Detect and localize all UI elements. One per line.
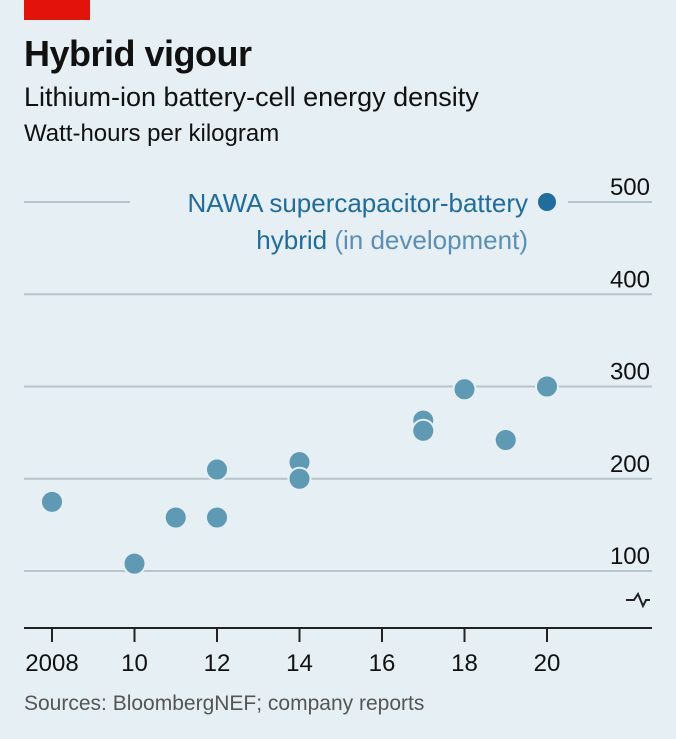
- chart-subtitle: Lithium-ion battery-cell energy density: [24, 82, 479, 112]
- y-tick-label-100: 100: [610, 543, 650, 570]
- scatter-chart: 100 200 300 400 500 2008 10 12 14 16 18 20 NAWA su…: [24, 174, 652, 677]
- axis-break-icon: [626, 591, 650, 609]
- x-tick-label-2010: 10: [121, 650, 148, 677]
- data-point-11: [535, 374, 559, 399]
- annotation-bold: hybrid: [256, 225, 327, 255]
- annotation-light: (in development): [327, 225, 528, 255]
- y-tick-label-300: 300: [610, 359, 650, 386]
- x-tick-label-2014: 14: [286, 650, 313, 677]
- data-point-8: [411, 418, 436, 443]
- data-point-10: [493, 428, 518, 453]
- source-note: Sources: BloombergNEF; company reports: [24, 692, 425, 715]
- x-tick-label-2018: 18: [451, 650, 478, 677]
- x-tick-label-2012: 12: [204, 650, 231, 677]
- data-point-3: [205, 457, 229, 482]
- highlight-point: [536, 191, 558, 213]
- data-point-4: [205, 505, 229, 530]
- brand-tag: [24, 0, 90, 20]
- x-tick-label-2020: 20: [534, 650, 561, 677]
- x-tick-label-2016: 16: [369, 650, 396, 677]
- y-tick-label-500: 500: [610, 174, 650, 201]
- x-tick-label-2008: 2008: [25, 650, 78, 677]
- annotation-line-1: NAWA supercapacitor-battery: [187, 188, 528, 218]
- y-tick-label-400: 400: [610, 266, 650, 293]
- grid-lines: 100 200 300 400 500: [24, 174, 652, 572]
- data-point-9: [452, 377, 477, 402]
- annotation-line-2: hybrid (in development): [256, 225, 528, 255]
- data-point-2: [163, 505, 188, 530]
- data-points: [40, 191, 559, 576]
- chart-title: Hybrid vigour: [24, 33, 252, 74]
- unit-label: Watt-hours per kilogram: [24, 120, 280, 147]
- axes: 2008 10 12 14 16 18 20: [24, 591, 652, 677]
- data-point-6: [287, 466, 312, 491]
- y-tick-label-200: 200: [610, 451, 650, 478]
- data-point-0: [40, 489, 64, 514]
- data-point-1: [122, 551, 147, 576]
